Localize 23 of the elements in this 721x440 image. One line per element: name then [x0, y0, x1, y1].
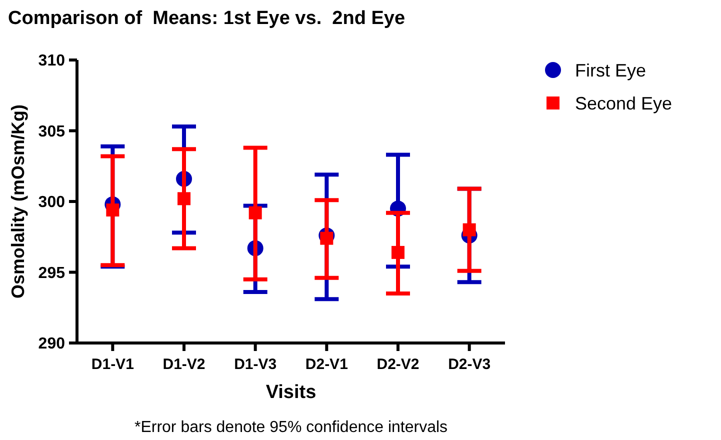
point — [248, 206, 262, 220]
legend-label: First Eye — [575, 60, 646, 80]
x-tick-label: D2-V2 — [376, 356, 420, 373]
point — [178, 192, 190, 206]
y-tick-label: 295 — [38, 264, 66, 282]
y-tick-label: 300 — [38, 194, 66, 212]
x-tick-label: D2-V3 — [448, 356, 491, 373]
x-tick-label: D2-V1 — [305, 356, 348, 373]
legend-label: Second Eye — [575, 93, 672, 114]
chart-title: Comparison of Means: 1st Eye vs. 2nd Eye — [8, 8, 406, 29]
y-tick-label: 310 — [38, 52, 66, 70]
point — [392, 246, 404, 259]
y-tick-label: 305 — [38, 123, 66, 140]
y-axis-title: Osmolality (mOsm/Kg) — [8, 104, 28, 299]
point — [320, 232, 334, 245]
x-tick-label: D1-V2 — [162, 356, 206, 373]
point — [462, 223, 476, 236]
point — [106, 203, 120, 216]
x-tick-label: D1-V3 — [234, 356, 277, 373]
x-tick-label: D1-V1 — [91, 356, 134, 373]
text: *Error bars denote 95% confidence intervals — [134, 419, 448, 436]
y-tick-label: 290 — [38, 336, 66, 353]
x-axis-title: Visits — [266, 382, 316, 403]
